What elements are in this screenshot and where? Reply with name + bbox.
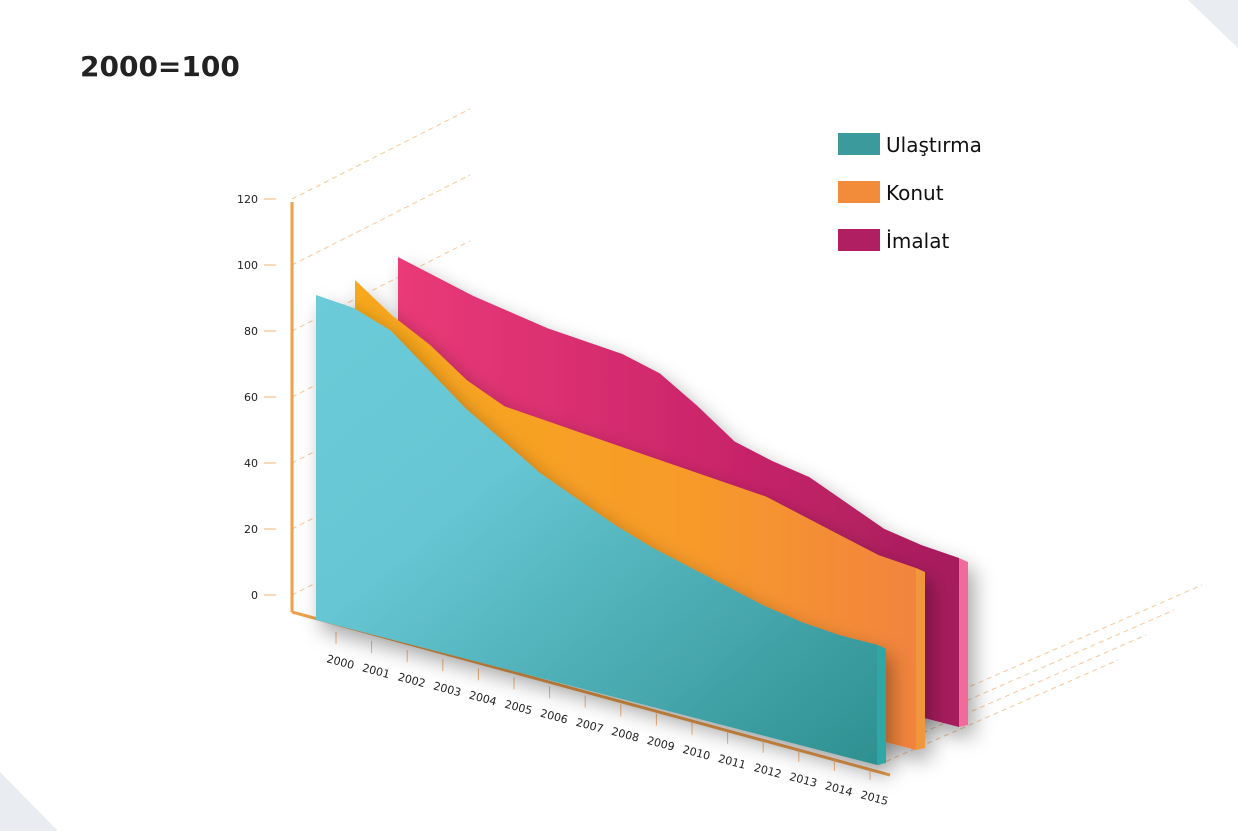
x-tick-label: 2003	[432, 680, 462, 700]
legend-swatch	[838, 133, 880, 155]
y-tick-label: 40	[244, 457, 258, 470]
y-tick-label: 0	[251, 589, 258, 602]
depth-guide-right	[877, 659, 1119, 766]
x-tick-label: 2014	[824, 779, 854, 799]
legend-swatch	[838, 181, 880, 203]
legend-label: Ulaştırma	[886, 133, 982, 157]
x-tick-label: 2011	[717, 752, 747, 772]
series-edge	[916, 568, 925, 750]
x-tick-label: 2008	[610, 725, 640, 745]
legend-label: Konut	[886, 181, 944, 205]
x-tick-label: 2006	[539, 707, 569, 727]
x-tick-label: 2000	[325, 652, 355, 672]
series-ulastirma	[316, 295, 886, 765]
chart-title: 2000=100	[80, 50, 240, 83]
legend-swatch	[838, 229, 880, 251]
depth-guide-right	[961, 584, 1203, 691]
x-tick-label: 2012	[752, 761, 782, 781]
depth-guide-right	[933, 609, 1175, 716]
x-tick-label: 2015	[859, 788, 889, 808]
depth-guide-left	[291, 108, 471, 200]
series-area	[316, 295, 877, 765]
y-tick-label: 80	[244, 325, 258, 338]
y-tick-label: 120	[237, 193, 258, 206]
depth-guide-right	[905, 634, 1147, 741]
depth-guide-left	[291, 174, 471, 266]
x-tick-label: 2005	[503, 698, 533, 718]
x-tick-label: 2001	[361, 661, 391, 681]
plot-area	[316, 257, 968, 765]
series-edge	[959, 558, 968, 727]
legend: Ulaştırma Konut İmalat	[838, 133, 982, 253]
x-tick-label: 2007	[574, 716, 604, 736]
legend-label: İmalat	[886, 229, 949, 253]
x-tick-label: 2013	[788, 770, 818, 790]
y-tick-label: 60	[244, 391, 258, 404]
y-tick-label: 100	[237, 259, 258, 272]
x-tick-label: 2002	[396, 670, 426, 690]
series-edge	[877, 644, 886, 765]
x-tick-label: 2004	[468, 689, 498, 709]
depth-guide-left	[291, 240, 471, 332]
x-tick-label: 2009	[646, 734, 676, 754]
y-tick-label: 20	[244, 523, 258, 536]
x-tick-label: 2010	[681, 743, 711, 763]
